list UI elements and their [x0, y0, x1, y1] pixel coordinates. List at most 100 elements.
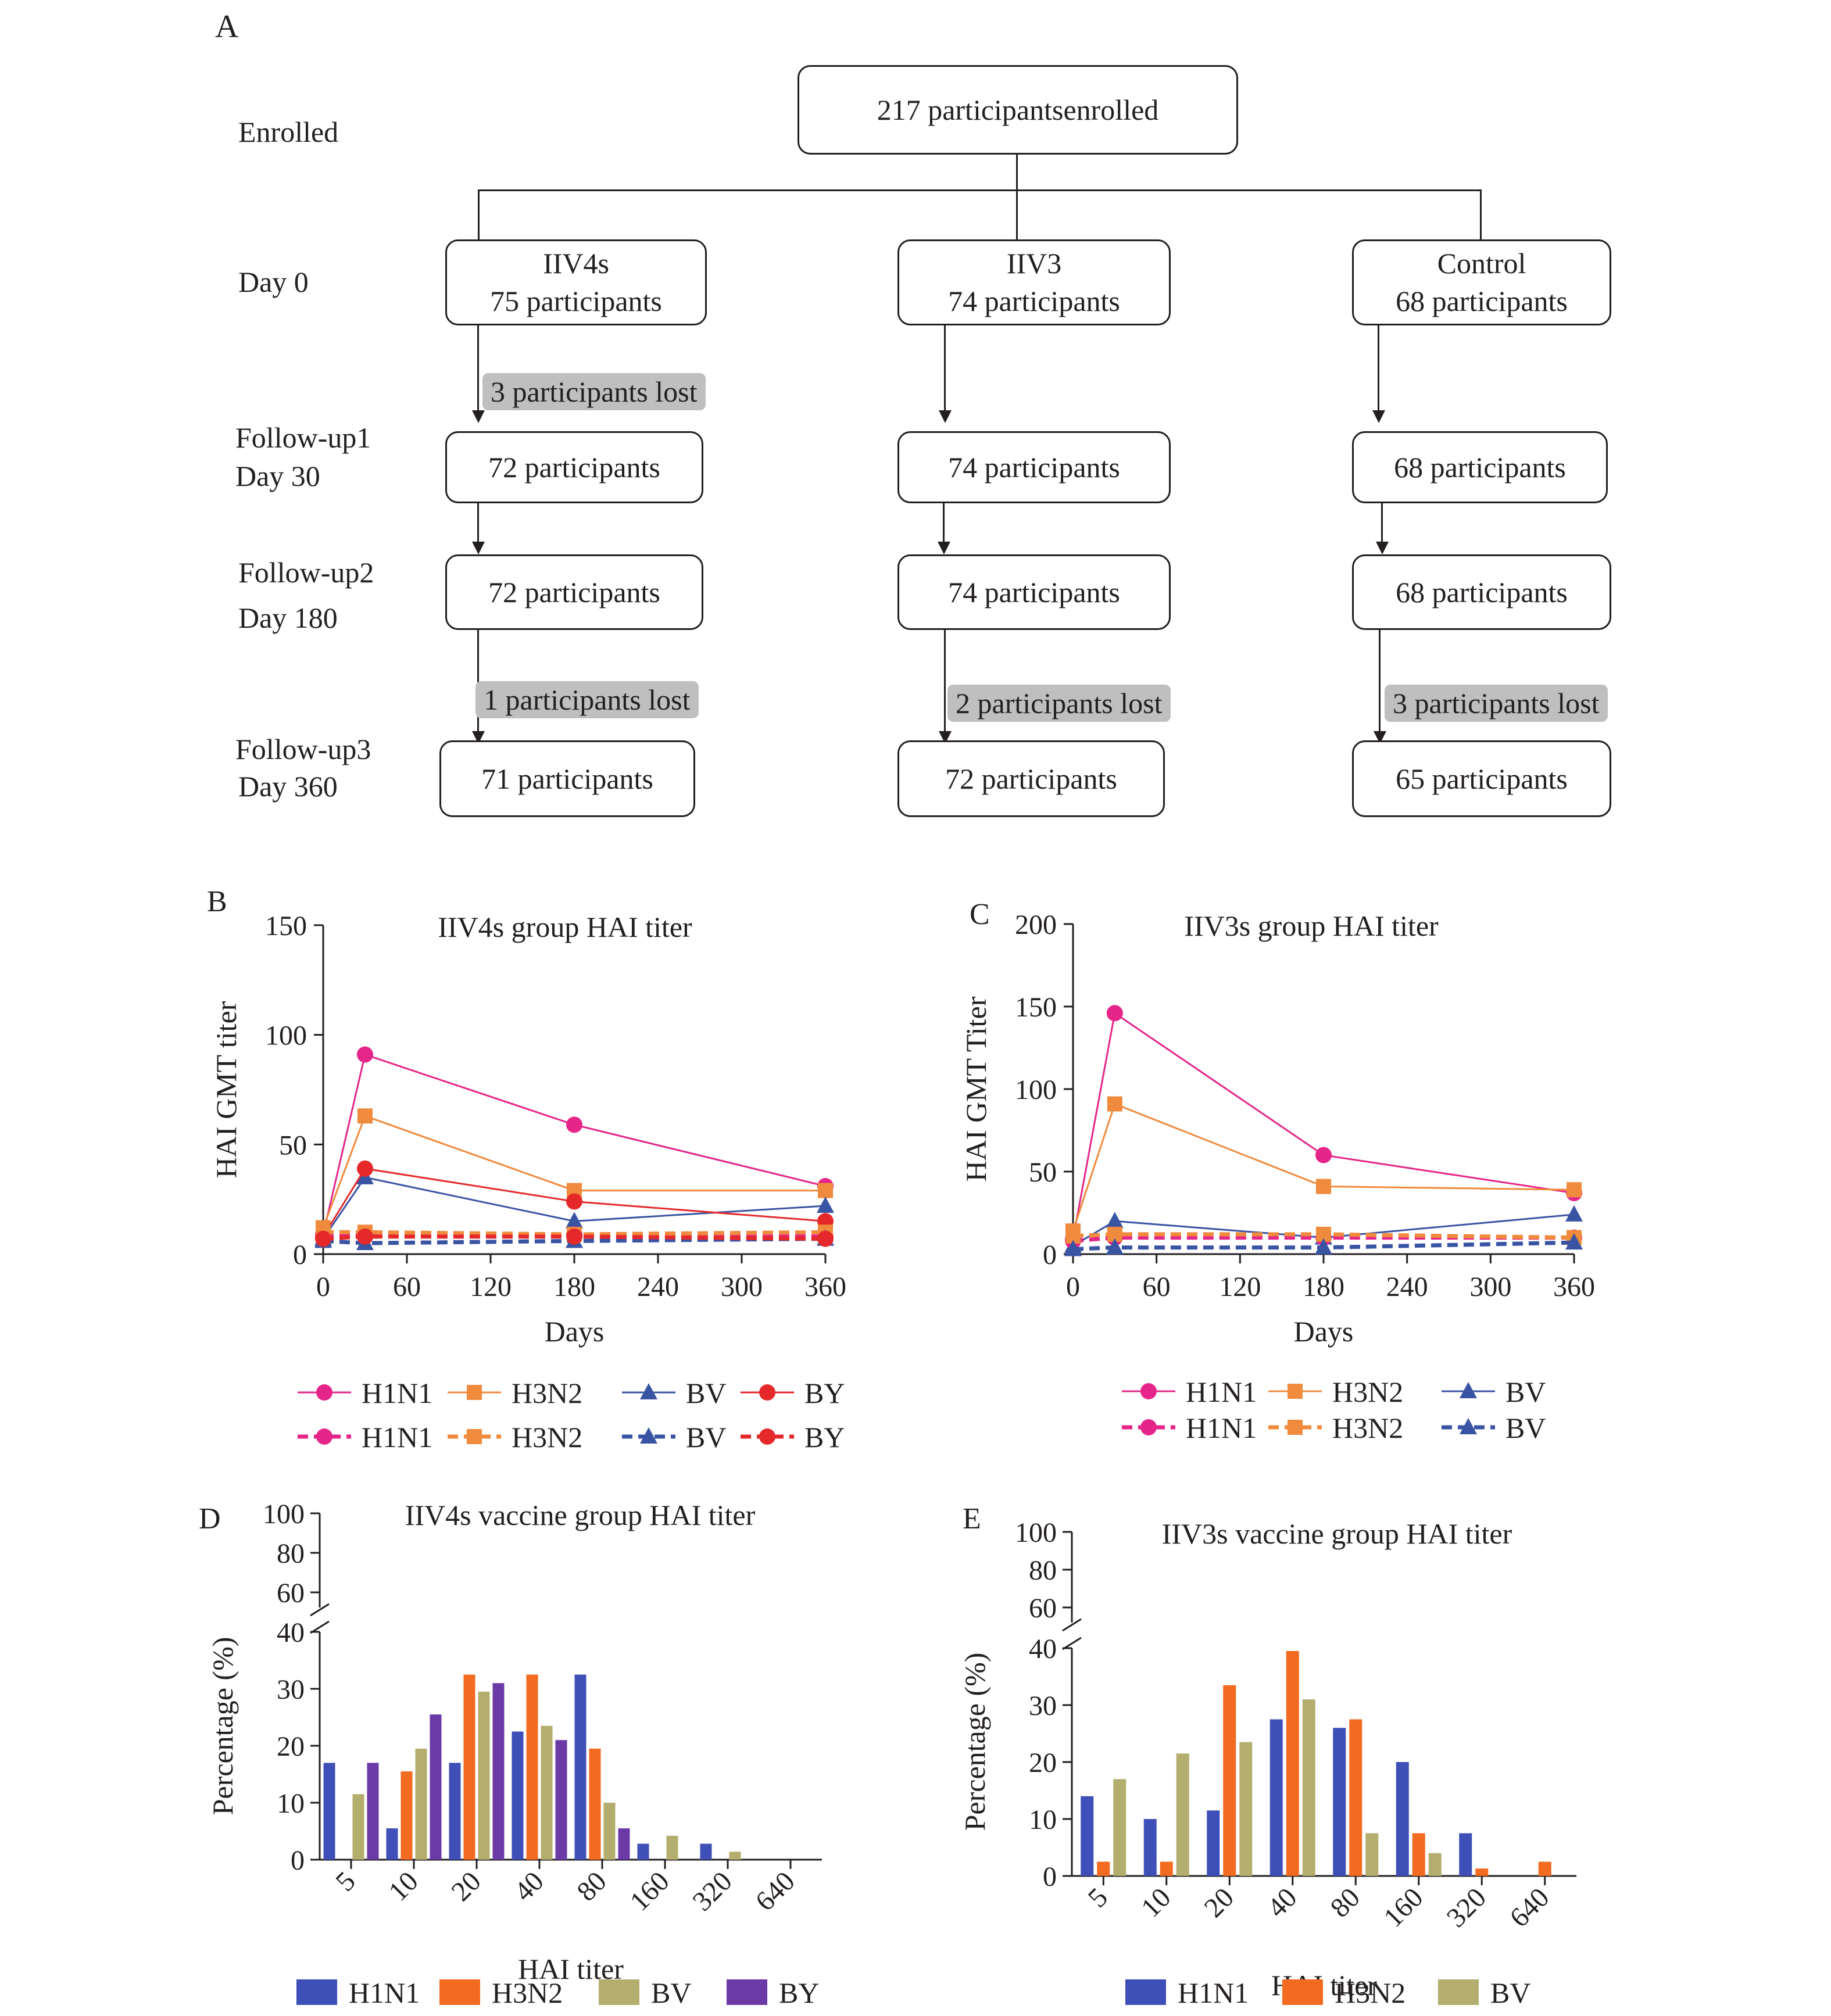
- x-tick-label: 5: [1082, 1882, 1114, 1913]
- x-tick-label: 60: [393, 1272, 421, 1302]
- data-point-bv: [566, 1212, 583, 1229]
- iiv3-day0-box: IIV3 74 participants: [897, 239, 1171, 325]
- bar-h3n2: [526, 1674, 538, 1860]
- legend-swatch: [1282, 1979, 1323, 2005]
- group-count: 68 participants: [1396, 285, 1568, 317]
- data-point-bv: [566, 1231, 583, 1248]
- y-tick-label: 20: [1029, 1748, 1057, 1778]
- legend-label: H3N2: [512, 1377, 582, 1409]
- data-point-bv: [1106, 1238, 1124, 1255]
- bar-h1n1: [637, 1843, 649, 1860]
- x-tick-label: 120: [1219, 1272, 1261, 1302]
- series-line-h1n1: [323, 1232, 826, 1239]
- legend-marker: [1288, 1384, 1303, 1399]
- data-point-h1n1: [1566, 1184, 1582, 1201]
- y-tick-label: 40: [1029, 1634, 1057, 1664]
- control-fu3-box: 65 participants: [1352, 740, 1611, 817]
- data-point-h3n2: [1567, 1182, 1582, 1198]
- legend-marker: [467, 1385, 482, 1400]
- chart-d: 0 10 20 30 40 60 80 100 5 10 20 40 80 160 320 640 HAI ti…: [206, 1499, 822, 2009]
- data-point-h3n2: [357, 1224, 373, 1240]
- arrow-line: [477, 503, 479, 543]
- bar-h3n2: [1349, 1719, 1362, 1876]
- legend-label: BV: [1505, 1412, 1546, 1444]
- group-count: 72 participants: [945, 762, 1117, 795]
- legend-marker: [1140, 1383, 1157, 1399]
- data-point-bv: [817, 1196, 834, 1213]
- legend-swatch: [439, 1979, 480, 2005]
- legend-label: BY: [804, 1377, 845, 1409]
- bar-h3n2: [1286, 1650, 1299, 1876]
- arrow-line: [944, 325, 946, 413]
- series-line-bv: [1072, 1240, 1575, 1251]
- legend-label: H3N2: [1332, 1412, 1403, 1444]
- legend-label: H3N2: [512, 1421, 582, 1453]
- lost-badge: 3 participants lost: [1385, 685, 1608, 722]
- iiv4s-fu3-box: 71 participants: [439, 740, 695, 817]
- bar-h3n2: [400, 1771, 413, 1860]
- legend-label: BV: [686, 1421, 726, 1453]
- y-tick-label: 20: [277, 1731, 305, 1762]
- connector: [1016, 155, 1018, 191]
- legend-label: BV: [651, 1976, 691, 2009]
- x-tick-label: 20: [1199, 1882, 1240, 1923]
- panel-d-label: D: [199, 1502, 221, 1535]
- series-line-bv: [322, 1176, 826, 1240]
- series-line-h3n2: [322, 1115, 825, 1229]
- bar-by: [367, 1763, 379, 1860]
- legend-label: H3N2: [492, 1976, 563, 2009]
- stage-enrolled: Enrolled: [238, 116, 339, 148]
- iiv4s-day0-box: IIV4s 75 participants: [445, 239, 707, 325]
- group-count: 68 participants: [1394, 450, 1566, 484]
- enrolled-box: 217 participantsenrolled: [798, 65, 1238, 155]
- bar-by: [618, 1828, 630, 1860]
- group-count: 68 participants: [1396, 575, 1568, 608]
- bar-h3n2: [589, 1748, 601, 1860]
- enrolled-text: 217 participantsenrolled: [877, 93, 1159, 126]
- x-tick-label: 320: [1441, 1882, 1492, 1933]
- x-tick-label: 80: [571, 1865, 612, 1907]
- series-line-h3n2: [1072, 1232, 1575, 1240]
- data-point-bv: [817, 1229, 834, 1246]
- legend-label: BY: [779, 1976, 819, 2009]
- stage-followup3: Follow-up3: [235, 733, 371, 765]
- data-point-h1n1: [817, 1228, 834, 1245]
- arrow-line: [1378, 325, 1379, 413]
- data-point-by: [566, 1193, 582, 1210]
- data-point-h1n1: [1065, 1231, 1081, 1248]
- y-axis-label: Percentage (%): [206, 1637, 239, 1816]
- legend-label: BV: [1505, 1376, 1546, 1408]
- data-point-bv: [1106, 1212, 1124, 1229]
- y-tick-label: 0: [291, 1845, 305, 1876]
- series-line-h3n2: [323, 1230, 826, 1237]
- data-point-h1n1: [1106, 1005, 1123, 1022]
- iiv3-fu3-box: 72 participants: [897, 740, 1165, 817]
- series-line-bv: [1072, 1213, 1575, 1247]
- data-point-h3n2: [316, 1224, 331, 1240]
- x-tick-label: 10: [1135, 1882, 1176, 1923]
- bar-h3n2: [1160, 1861, 1173, 1876]
- legend-marker: [759, 1384, 775, 1401]
- data-point-by: [817, 1230, 834, 1247]
- data-point-h3n2: [316, 1220, 331, 1236]
- bar-h3n2: [1223, 1685, 1236, 1876]
- bar-h1n1: [1396, 1762, 1409, 1876]
- data-point-h3n2: [818, 1224, 833, 1240]
- data-point-h1n1: [357, 1046, 373, 1063]
- y-tick-label: 10: [277, 1788, 305, 1819]
- x-tick-label: 5: [330, 1865, 361, 1897]
- arrow-head: [939, 410, 952, 423]
- stage-followup2: Follow-up2: [238, 556, 374, 589]
- bar-h1n1: [386, 1828, 398, 1860]
- legend-label: BV: [1490, 1976, 1530, 2009]
- y-axis-label: HAI GMT Titer: [960, 996, 992, 1181]
- bar-bv: [415, 1748, 427, 1860]
- x-tick-label: 180: [553, 1272, 595, 1302]
- legend-swatch: [727, 1979, 767, 2005]
- stage-followup1: Follow-up1: [235, 421, 371, 454]
- bar-bv: [729, 1852, 741, 1860]
- lost-badge: 2 participants lost: [947, 685, 1171, 722]
- group-name: Control: [1437, 247, 1526, 280]
- bar-h1n1: [449, 1763, 461, 1860]
- arrow-line: [944, 630, 946, 733]
